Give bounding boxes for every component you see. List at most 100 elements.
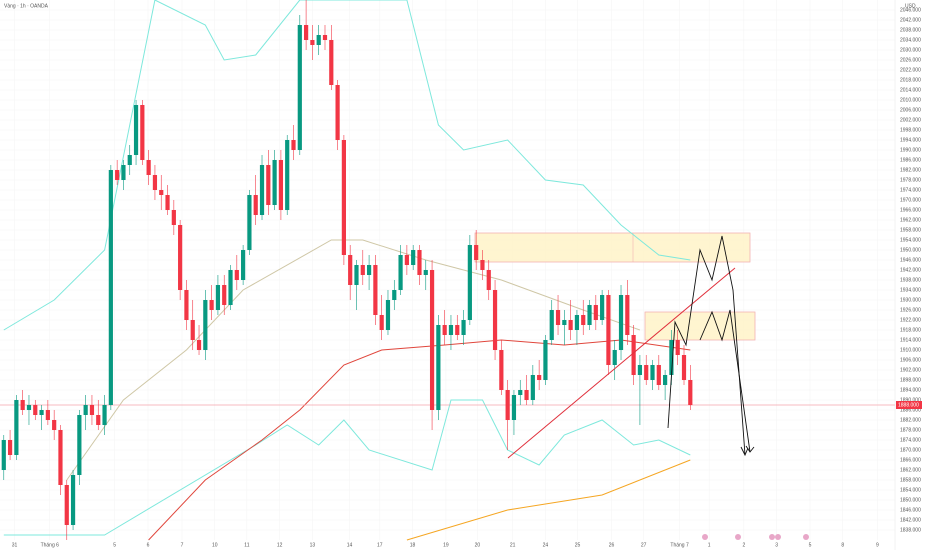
candle-body [600,295,605,320]
candle-body [631,335,636,375]
candle-body [316,35,321,45]
candle-body [637,365,643,375]
candle-body [587,305,592,325]
x-tick-label: 5 [809,542,812,548]
y-tick-label: 2022.000 [900,67,921,73]
x-tick-label: Tháng 6 [41,542,60,548]
x-tick-label: 8 [841,542,844,548]
y-tick-label: 1918.000 [900,327,921,333]
candle-body [656,365,661,385]
y-tick-label: 1954.000 [900,237,921,243]
candle-body [618,295,624,350]
y-tick-label: 1946.000 [900,257,921,263]
candle-body [310,40,315,45]
candle-body [203,300,208,350]
candle-body [33,405,38,415]
price-axis [895,0,932,550]
candle-body [26,405,32,410]
x-tick-label: 5 [113,542,116,548]
y-tick-label: 1998.000 [900,127,921,133]
x-tick-label: 1 [708,542,711,548]
candle-body [404,255,409,265]
indicator-line [406,459,691,541]
event-icon[interactable] [803,534,809,540]
y-tick-label: 1990.000 [900,147,921,153]
y-tick-label: 1850.000 [900,497,921,503]
candle-body [297,25,302,150]
candle-body [423,270,428,275]
event-icon[interactable] [702,534,708,540]
x-tick-label: 10 [212,542,218,548]
candle-body [14,400,19,455]
resistance-zone [644,311,756,341]
candle-body [96,415,101,425]
x-tick-label: 3 [775,542,778,548]
y-tick-label: 1862.000 [900,467,921,473]
y-tick-label: 2010.000 [900,97,921,103]
projection-path [699,309,751,453]
y-tick-label: 1870.000 [900,447,921,453]
x-tick-label: 21 [510,542,516,548]
candle-body [499,350,504,390]
current-price-label: 1888.000 [898,402,919,408]
candle-body [190,320,195,340]
x-tick-label: 11 [244,542,249,548]
candle-body [108,170,113,405]
chart-title: Vàng · 1h · OANDA [4,3,49,9]
candle-body [102,405,107,425]
candle-body [83,405,88,415]
candle-body [348,255,353,285]
candle-body [650,365,655,380]
candle-body [45,410,50,420]
candle-body [398,255,403,290]
y-tick-label: 1986.000 [900,157,921,163]
candle-body [52,420,57,430]
y-tick-label: 1902.000 [900,367,921,373]
x-tick-label: 14 [347,542,353,548]
y-tick-label: 1962.000 [900,217,921,223]
candle-body [417,250,422,275]
x-tick-label: 18 [410,542,416,548]
candle-body [39,410,44,415]
candle-body [467,245,472,320]
event-icon[interactable] [735,534,741,540]
y-tick-label: 1958.000 [900,227,921,233]
candle-body [329,40,334,85]
plot [0,0,895,541]
indicator-line [148,339,691,541]
current-price-tag [896,401,922,409]
candle-body [492,290,498,350]
x-tick-label: 12 [277,542,283,548]
candle-body [184,290,189,320]
y-tick-label: 1878.000 [900,427,921,433]
y-tick-label: 1898.000 [900,377,921,383]
event-icon[interactable] [775,534,781,540]
projection-path [667,235,746,456]
x-tick-label: 13 [310,542,316,548]
event-icon[interactable] [769,534,775,540]
candle-body [385,300,391,330]
candle-body [20,400,25,410]
x-tick-label: 20 [475,542,481,548]
candle-body [1,440,6,470]
candle-body [663,375,668,385]
candle-body [568,320,573,330]
candle-body [411,250,416,265]
x-tick-label: 26 [609,542,615,548]
candle-body [159,190,164,195]
candle-body [115,170,120,180]
candle-body [322,35,328,40]
y-tick-label: 1874.000 [900,437,921,443]
candle-body [593,305,598,320]
candle-body [77,415,82,475]
candle-body [253,195,258,215]
candle-body [341,140,346,255]
y-tick-label: 1938.000 [900,277,921,283]
candle-body [278,160,284,210]
trend-line [507,267,736,459]
candle-body [461,320,466,335]
candle-body [354,265,359,285]
candle-body [505,390,510,420]
